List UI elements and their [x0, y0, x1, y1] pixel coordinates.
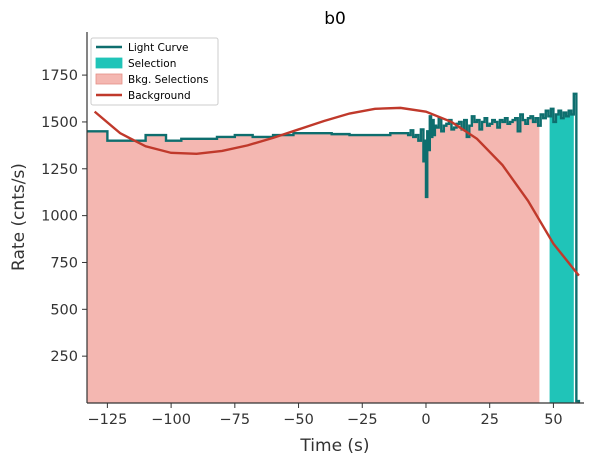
y-tick-label: 500: [50, 302, 78, 318]
x-axis-label: Time (s): [299, 436, 369, 456]
y-axis-label: Rate (cnts/s): [9, 163, 29, 271]
x-ticks: −125 −100 −75 −50 −25 0 25 50: [87, 403, 563, 428]
chart-title: b0: [324, 9, 346, 29]
x-tick-label: 50: [544, 412, 562, 428]
y-tick-label: 750: [50, 255, 78, 271]
data-series: [87, 92, 581, 403]
legend: Light Curve Selection Bkg. Selections Backg…: [90, 37, 219, 106]
y-tick-label: 1500: [41, 115, 78, 131]
legend-label: Background: [128, 90, 191, 102]
y-tick-label: 1000: [41, 209, 78, 225]
x-tick-label: −50: [283, 412, 314, 428]
x-tick-label: −100: [151, 412, 191, 428]
legend-label: Bkg. Selections: [128, 74, 208, 86]
bkg-selection-region: [87, 114, 540, 403]
legend-label: Light Curve: [128, 42, 189, 54]
light-curve-line: [87, 92, 581, 403]
legend-patch-swatch: [95, 57, 123, 69]
selection-regions: [87, 108, 574, 403]
background-curve: [93, 106, 580, 277]
x-tick-label: −75: [220, 412, 251, 428]
legend-label: Selection: [128, 58, 176, 70]
x-tick-label: −25: [347, 412, 378, 428]
legend-frame: [90, 37, 219, 106]
y-ticks: 250 500 750 1000 1250 1500 1750: [41, 68, 87, 365]
x-tick-label: −125: [87, 412, 127, 428]
x-tick-label: 0: [421, 412, 430, 428]
y-tick-label: 1750: [41, 68, 78, 84]
axes: [86, 32, 584, 404]
legend-patch-swatch: [95, 73, 123, 85]
x-tick-label: 25: [480, 412, 498, 428]
y-tick-label: 1250: [41, 162, 78, 178]
y-tick-label: 250: [50, 349, 78, 365]
